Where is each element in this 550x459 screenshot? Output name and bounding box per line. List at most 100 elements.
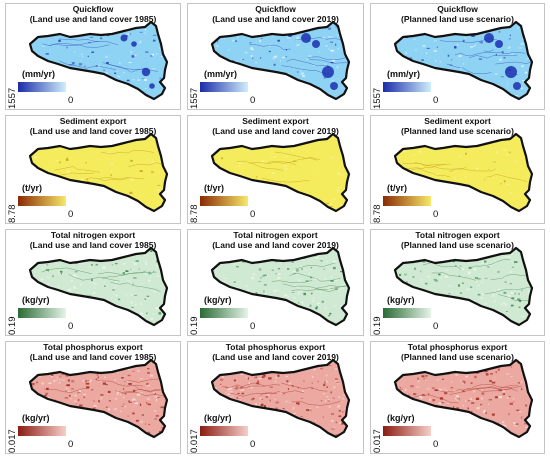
legend-min-value: 0 bbox=[68, 209, 74, 220]
panel-title: Total phosphorus export (Land use and lan… bbox=[6, 342, 180, 362]
legend-colorbar bbox=[200, 308, 248, 318]
watershed-area bbox=[30, 22, 167, 99]
watershed-boundary bbox=[393, 20, 534, 101]
legend-colorbar bbox=[200, 426, 248, 436]
watershed-boundary bbox=[28, 20, 169, 101]
legend-max-value: 1557 bbox=[7, 87, 18, 109]
scenario-name: (Planned land use scenario) bbox=[401, 13, 514, 24]
panel-title: Total nitrogen export (Land use and land … bbox=[6, 230, 180, 250]
panel-title: Sediment export (Land use and land cover … bbox=[188, 116, 363, 136]
legend-unit: (kg/yr) bbox=[22, 295, 50, 305]
legend-max-value: 8.78 bbox=[372, 204, 383, 224]
variable-name: Total phosphorus export bbox=[225, 342, 326, 352]
scenario-name: (Land use and land cover 2019) bbox=[212, 351, 339, 362]
watershed-map bbox=[28, 20, 169, 101]
legend-colorbar bbox=[383, 426, 431, 436]
watershed-map bbox=[210, 358, 351, 439]
panel-title: Quickflow (Land use and land cover 2019) bbox=[188, 4, 363, 24]
legend-min-value: 0 bbox=[433, 321, 439, 332]
legend-min-value: 0 bbox=[68, 95, 74, 106]
watershed-map bbox=[393, 358, 534, 439]
watershed-area bbox=[212, 134, 349, 211]
map-panel: Sediment export (Land use and land cover … bbox=[5, 115, 181, 224]
watershed-map bbox=[28, 358, 169, 439]
watershed-area bbox=[212, 360, 349, 437]
variable-name: Sediment export bbox=[59, 116, 127, 126]
watershed-map bbox=[210, 132, 351, 213]
variable-name: Quickflow bbox=[437, 4, 478, 14]
watershed-map bbox=[28, 246, 169, 327]
watershed-area bbox=[212, 248, 349, 325]
watershed-map bbox=[28, 132, 169, 213]
watershed-boundary bbox=[210, 20, 351, 101]
map-panel: Total nitrogen export (Land use and land … bbox=[187, 229, 364, 336]
scenario-name: (Planned land use scenario) bbox=[401, 239, 514, 250]
watershed-map bbox=[393, 20, 534, 101]
watershed-boundary bbox=[210, 246, 351, 327]
legend-min-value: 0 bbox=[433, 439, 439, 450]
scenario-name: (Planned land use scenario) bbox=[401, 351, 514, 362]
map-panel: Total nitrogen export (Planned land use s… bbox=[370, 229, 545, 336]
watershed-boundary bbox=[28, 132, 169, 213]
legend-unit: (kg/yr) bbox=[204, 413, 232, 423]
watershed-boundary bbox=[210, 132, 351, 213]
watershed-area bbox=[395, 248, 532, 325]
map-panel: Total nitrogen export (Land use and land … bbox=[5, 229, 181, 336]
legend-unit: (mm/yr) bbox=[387, 69, 421, 79]
watershed-boundary bbox=[393, 358, 534, 439]
legend-colorbar bbox=[383, 82, 431, 92]
legend-unit: (kg/yr) bbox=[204, 295, 232, 305]
legend-colorbar bbox=[18, 82, 66, 92]
watershed-area bbox=[30, 134, 167, 211]
panel-title: Sediment export (Planned land use scenari… bbox=[371, 116, 544, 136]
legend-min-value: 0 bbox=[433, 209, 439, 220]
legend-colorbar bbox=[200, 196, 248, 206]
legend-colorbar bbox=[383, 308, 431, 318]
legend-colorbar bbox=[383, 196, 431, 206]
panel-title: Total phosphorus export (Land use and lan… bbox=[188, 342, 363, 362]
scenario-name: (Land use and land cover 1985) bbox=[29, 125, 157, 136]
map-panel: Total phosphorus export (Planned land use… bbox=[370, 341, 545, 454]
legend-max-value: 1557 bbox=[189, 87, 200, 109]
scenario-name: (Land use and land cover 1985) bbox=[29, 351, 157, 362]
legend-max-value: 0.19 bbox=[7, 316, 18, 336]
legend-max-value: 0.19 bbox=[189, 316, 200, 336]
watershed-map bbox=[393, 246, 534, 327]
legend-max-value: 8.78 bbox=[189, 204, 200, 224]
legend-unit: (t/yr) bbox=[22, 183, 42, 193]
map-panel: Total phosphorus export (Land use and lan… bbox=[187, 341, 364, 454]
map-panel: Quickflow (Land use and land cover 2019)(… bbox=[187, 3, 364, 110]
panel-title: Total nitrogen export (Land use and land … bbox=[188, 230, 363, 250]
map-panel: Quickflow (Land use and land cover 1985) (… bbox=[5, 3, 181, 110]
watershed-area bbox=[30, 248, 167, 325]
legend-min-value: 0 bbox=[250, 321, 256, 332]
legend-unit: (kg/yr) bbox=[387, 295, 415, 305]
scenario-name: (Land use and land cover 2019) bbox=[212, 13, 339, 24]
variable-name: Sediment export bbox=[242, 116, 309, 126]
panel-title: Sediment export (Land use and land cover … bbox=[6, 116, 180, 136]
legend-min-value: 0 bbox=[250, 95, 256, 106]
legend-max-value: 0.017 bbox=[372, 429, 383, 453]
watershed-area bbox=[30, 360, 167, 437]
watershed-boundary bbox=[210, 358, 351, 439]
panel-title: Quickflow (Planned land use scenario) bbox=[371, 4, 544, 24]
variable-name: Total phosphorus export bbox=[407, 342, 508, 352]
watershed-map bbox=[210, 246, 351, 327]
variable-name: Total phosphorus export bbox=[43, 342, 143, 352]
legend-max-value: 0.19 bbox=[372, 316, 383, 336]
legend-unit: (mm/yr) bbox=[22, 69, 56, 79]
legend-colorbar bbox=[18, 426, 66, 436]
map-panel: Quickflow (Planned land use scenario) (mm/… bbox=[370, 3, 545, 110]
watershed-area bbox=[395, 360, 532, 437]
legend-min-value: 0 bbox=[68, 321, 74, 332]
legend-min-value: 0 bbox=[68, 439, 74, 450]
panel-title: Total nitrogen export (Planned land use s… bbox=[371, 230, 544, 250]
watershed-boundary bbox=[393, 132, 534, 213]
map-panel: Sediment export (Land use and land cover … bbox=[187, 115, 364, 224]
panel-title: Quickflow (Land use and land cover 1985) bbox=[6, 4, 180, 24]
map-panel: Sediment export (Planned land use scenari… bbox=[370, 115, 545, 224]
variable-name: Quickflow bbox=[255, 4, 296, 14]
legend-unit: (kg/yr) bbox=[387, 413, 415, 423]
scenario-name: (Land use and land cover 2019) bbox=[212, 239, 339, 250]
